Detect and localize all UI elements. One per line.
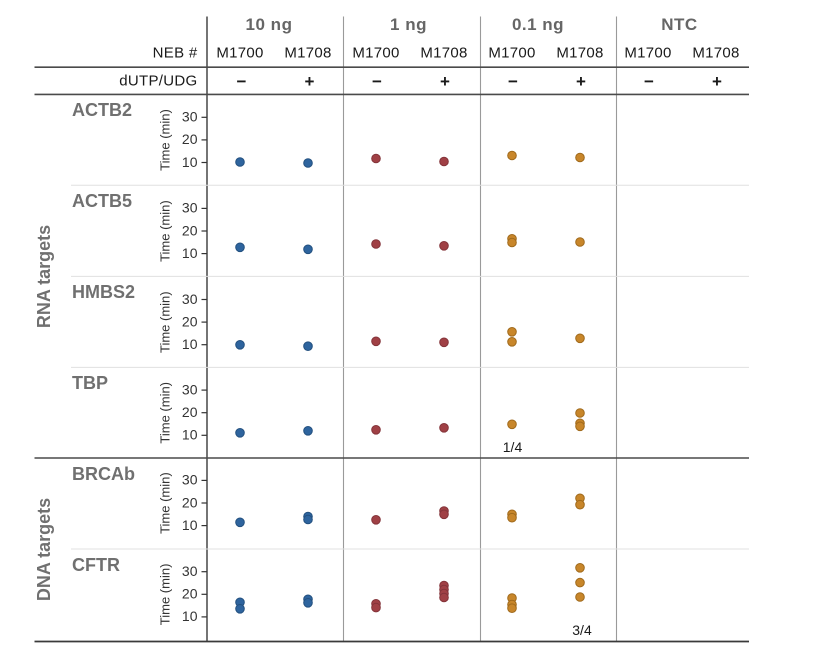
svg-text:−: − <box>372 72 382 91</box>
svg-text:+: + <box>440 72 450 91</box>
svg-text:ACTB5: ACTB5 <box>72 191 132 211</box>
svg-text:Time (min): Time (min) <box>158 200 173 262</box>
svg-text:10: 10 <box>182 245 198 261</box>
svg-text:10: 10 <box>182 517 198 533</box>
svg-text:Time (min): Time (min) <box>158 382 173 444</box>
svg-text:HMBS2: HMBS2 <box>72 282 135 302</box>
svg-text:+: + <box>305 72 315 91</box>
svg-text:NEB #: NEB # <box>153 45 198 62</box>
svg-text:CFTR: CFTR <box>72 555 120 575</box>
svg-text:30: 30 <box>182 472 198 488</box>
svg-text:10: 10 <box>182 427 198 443</box>
svg-text:10: 10 <box>182 608 198 624</box>
svg-text:20: 20 <box>182 404 198 420</box>
svg-text:30: 30 <box>182 200 198 216</box>
svg-text:M1700: M1700 <box>488 45 535 62</box>
svg-text:M1708: M1708 <box>692 45 739 62</box>
svg-text:30: 30 <box>182 291 198 307</box>
svg-text:Time (min): Time (min) <box>158 291 173 353</box>
svg-text:−: − <box>644 72 654 91</box>
svg-text:20: 20 <box>182 313 198 329</box>
svg-text:−: − <box>237 72 247 91</box>
svg-text:RNA targets: RNA targets <box>34 225 54 328</box>
svg-text:NTC: NTC <box>661 15 697 34</box>
svg-text:20: 20 <box>182 131 198 147</box>
svg-text:dUTP/UDG: dUTP/UDG <box>119 73 197 90</box>
svg-text:−: − <box>508 72 518 91</box>
svg-text:+: + <box>712 72 722 91</box>
svg-text:20: 20 <box>182 586 198 602</box>
svg-text:M1708: M1708 <box>556 45 603 62</box>
svg-text:M1700: M1700 <box>352 45 399 62</box>
svg-text:+: + <box>576 72 586 91</box>
svg-text:1/4: 1/4 <box>503 439 523 455</box>
svg-text:10: 10 <box>182 154 198 170</box>
svg-text:Time (min): Time (min) <box>158 472 173 534</box>
svg-text:ACTB2: ACTB2 <box>72 100 132 120</box>
svg-text:10: 10 <box>182 336 198 352</box>
svg-text:3/4: 3/4 <box>572 622 592 638</box>
svg-text:BRCAb: BRCAb <box>72 464 135 484</box>
svg-text:1 ng: 1 ng <box>390 15 427 34</box>
svg-text:M1708: M1708 <box>420 45 467 62</box>
svg-text:10 ng: 10 ng <box>246 15 293 34</box>
svg-text:Time (min): Time (min) <box>158 564 173 626</box>
svg-text:Time (min): Time (min) <box>158 109 173 171</box>
svg-text:20: 20 <box>182 222 198 238</box>
svg-text:M1700: M1700 <box>624 45 671 62</box>
svg-text:M1708: M1708 <box>284 45 331 62</box>
svg-text:0.1 ng: 0.1 ng <box>512 15 564 34</box>
svg-text:M1700: M1700 <box>216 45 263 62</box>
svg-text:30: 30 <box>182 563 198 579</box>
svg-text:30: 30 <box>182 381 198 397</box>
svg-text:DNA targets: DNA targets <box>34 498 54 601</box>
svg-text:30: 30 <box>182 109 198 125</box>
svg-text:TBP: TBP <box>72 373 108 393</box>
svg-text:20: 20 <box>182 494 198 510</box>
